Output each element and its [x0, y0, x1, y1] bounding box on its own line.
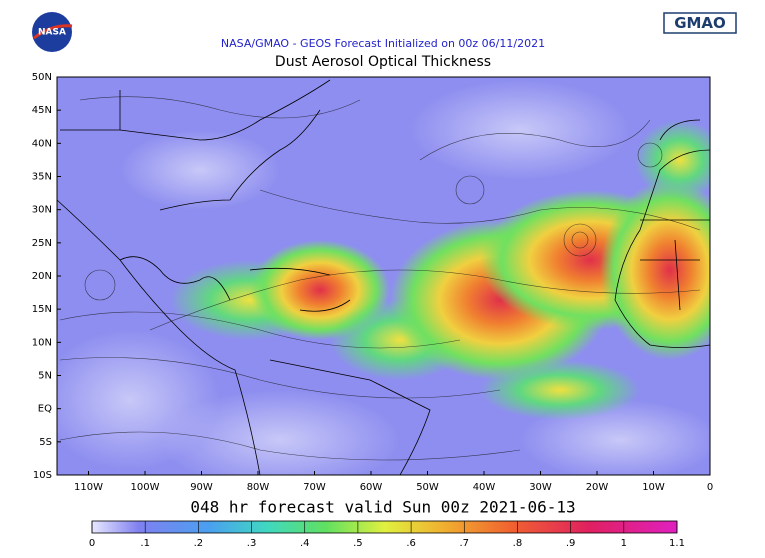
lat-label: 15N: [32, 304, 52, 315]
colorbar-label: .1: [140, 538, 150, 549]
colorbar-label: .7: [459, 538, 469, 549]
colorbar-label: 1: [621, 538, 627, 549]
forecast-caption: 048 hr forecast valid Sun 00z 2021-06-13: [190, 498, 575, 517]
lat-label: 5S: [39, 437, 52, 448]
lat-label: 5N: [38, 371, 52, 382]
lat-label: 45N: [32, 105, 52, 116]
colorbar-label: .6: [406, 538, 416, 549]
lon-label: 40W: [473, 482, 496, 493]
colorbar-label: .5: [353, 538, 363, 549]
lon-label: 100W: [131, 482, 160, 493]
colorbar-label: .8: [513, 538, 523, 549]
lon-label: 20W: [586, 482, 609, 493]
map-field: [57, 77, 710, 475]
gmao-logo: [663, 12, 737, 34]
lat-label: 25N: [32, 238, 52, 249]
lon-label: 30W: [529, 482, 552, 493]
colorbar-label: 0: [89, 538, 95, 549]
streamlines: [59, 96, 701, 461]
lon-label: 110W: [74, 482, 103, 493]
colorbar-label: .3: [247, 538, 257, 549]
colorbar-label: .9: [566, 538, 576, 549]
lat-label: EQ: [38, 404, 52, 415]
lon-label: 70W: [303, 482, 326, 493]
lon-label: 60W: [360, 482, 383, 493]
lon-label: 80W: [247, 482, 270, 493]
lat-label: 10S: [33, 470, 52, 481]
lon-label: 50W: [416, 482, 439, 493]
lon-label: 90W: [190, 482, 213, 493]
colorbar-label: .4: [300, 538, 310, 549]
nasa-logo-text: NASA: [38, 28, 66, 38]
colorbar: [91, 520, 678, 534]
lat-label: 35N: [32, 172, 52, 183]
title: Dust Aerosol Optical Thickness: [275, 54, 491, 70]
lat-label: 20N: [32, 271, 52, 282]
lat-label: 10N: [32, 337, 52, 348]
lon-label: 0: [707, 482, 713, 493]
subtitle: NASA/GMAO - GEOS Forecast Initialized on…: [221, 37, 545, 50]
coastlines: [57, 79, 710, 475]
lat-label: 50N: [32, 72, 52, 83]
lat-label: 40N: [32, 138, 52, 149]
gmao-logo-text: GMAO: [674, 14, 726, 32]
colorbar-label: .2: [194, 538, 204, 549]
colorbar-label: 1.1: [669, 538, 685, 549]
nasa-logo: [32, 12, 72, 52]
lat-label: 30N: [32, 205, 52, 216]
lon-label: 10W: [642, 482, 665, 493]
